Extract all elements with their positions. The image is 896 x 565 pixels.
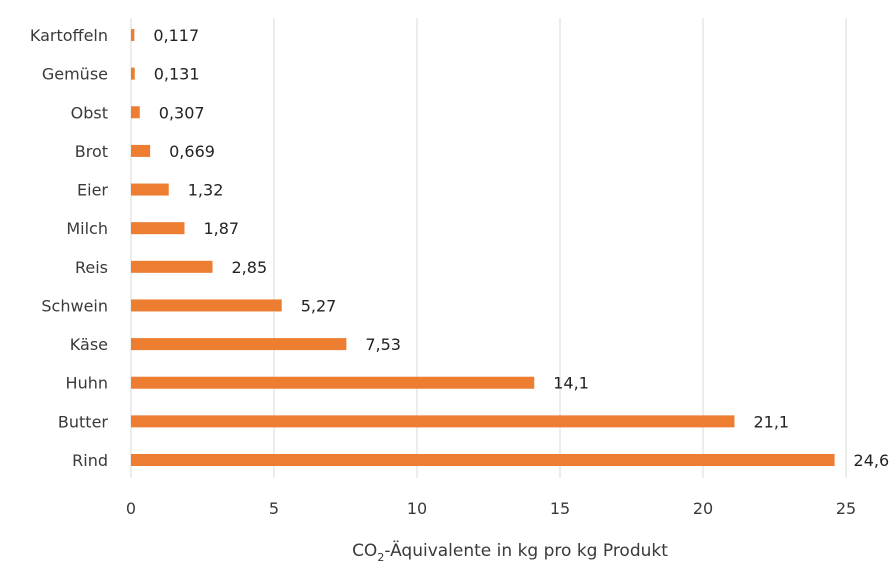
bar <box>131 299 282 312</box>
bar <box>131 454 835 466</box>
category-label: Obst <box>71 103 108 122</box>
category-label: Eier <box>77 181 108 200</box>
x-tick-label: 5 <box>269 499 279 518</box>
bar <box>131 260 213 273</box>
category-label: Käse <box>70 335 108 354</box>
bar <box>131 106 140 119</box>
x-tick-label: 10 <box>407 499 427 518</box>
data-label: 2,85 <box>232 258 268 277</box>
x-axis-title-subscript: 2 <box>377 551 384 564</box>
data-label: 14,1 <box>553 374 589 393</box>
category-labels: Kartoffeln Gemüse Obst Brot Eier Milch Reis Sch… <box>30 26 109 470</box>
data-label: 0,117 <box>153 26 199 45</box>
category-label: Huhn <box>66 374 108 393</box>
grid-lines <box>130 18 847 478</box>
category-label: Gemüse <box>42 65 108 84</box>
x-tick-label: 0 <box>126 499 136 518</box>
category-label: Milch <box>66 219 108 238</box>
bar <box>131 222 185 235</box>
data-label: 0,131 <box>154 65 200 84</box>
x-tick-label: 15 <box>550 499 570 518</box>
data-label: 21,1 <box>753 412 789 431</box>
bars <box>131 29 835 466</box>
data-labels: 0,117 0,131 0,307 0,669 1,32 1,87 2,85 5,27 7,53… <box>153 26 889 470</box>
x-tick-labels: 0 5 10 15 20 25 <box>126 499 856 518</box>
data-label: 1,87 <box>203 219 239 238</box>
x-axis-title: CO2-Äquivalente in kg pro kg Produkt <box>352 540 668 564</box>
data-label: 5,27 <box>301 296 337 315</box>
category-label: Kartoffeln <box>30 26 108 45</box>
category-label: Brot <box>75 142 108 161</box>
x-tick-label: 20 <box>693 499 713 518</box>
bar <box>131 29 135 41</box>
bar <box>131 338 347 351</box>
data-label: 7,53 <box>365 335 401 354</box>
data-label: 0,307 <box>159 103 205 122</box>
data-label: 24,6 <box>854 451 890 470</box>
bar <box>131 376 535 389</box>
category-label: Butter <box>58 412 109 431</box>
category-label: Reis <box>75 258 108 277</box>
data-label: 0,669 <box>169 142 215 161</box>
x-tick-label: 25 <box>836 499 856 518</box>
category-label: Schwein <box>41 296 108 315</box>
bar <box>131 144 151 157</box>
data-label: 1,32 <box>188 181 224 200</box>
bar <box>131 183 169 196</box>
bar <box>131 67 135 80</box>
category-label: Rind <box>72 451 108 470</box>
bar <box>131 415 735 428</box>
